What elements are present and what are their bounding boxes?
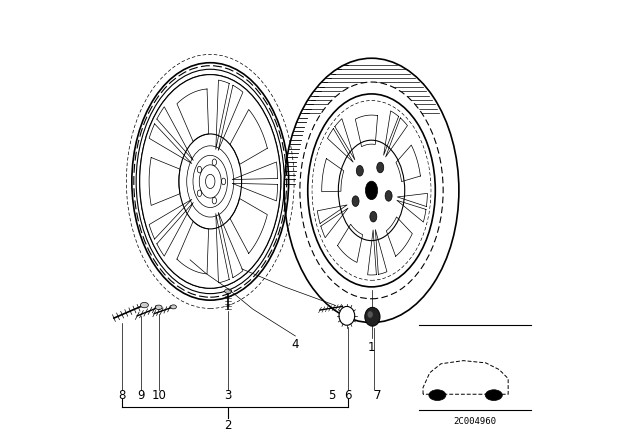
Polygon shape (328, 129, 353, 162)
Ellipse shape (300, 82, 443, 299)
Polygon shape (149, 199, 192, 239)
Ellipse shape (140, 302, 148, 308)
Text: 3: 3 (225, 388, 232, 402)
Polygon shape (367, 230, 376, 275)
Text: 8: 8 (118, 388, 125, 402)
Ellipse shape (140, 74, 281, 289)
Polygon shape (218, 85, 243, 151)
Ellipse shape (352, 196, 359, 207)
Polygon shape (335, 119, 355, 160)
Ellipse shape (339, 306, 355, 325)
Ellipse shape (171, 305, 177, 309)
Ellipse shape (485, 390, 502, 401)
Ellipse shape (429, 390, 446, 401)
Text: 10: 10 (151, 388, 166, 402)
Ellipse shape (313, 101, 430, 280)
Polygon shape (386, 118, 408, 157)
Text: 2: 2 (225, 419, 232, 432)
Ellipse shape (385, 190, 392, 201)
Polygon shape (149, 124, 192, 164)
Ellipse shape (156, 305, 162, 310)
Ellipse shape (367, 311, 373, 318)
Polygon shape (216, 80, 229, 149)
Polygon shape (232, 162, 278, 180)
Ellipse shape (377, 162, 384, 173)
Polygon shape (218, 212, 243, 278)
Text: 4: 4 (292, 338, 299, 352)
Text: 7: 7 (374, 388, 382, 402)
Polygon shape (321, 208, 348, 238)
Polygon shape (232, 183, 278, 201)
Text: 2C004960: 2C004960 (453, 417, 496, 426)
Polygon shape (157, 202, 193, 256)
Text: 5: 5 (328, 388, 336, 402)
Polygon shape (317, 205, 347, 224)
Polygon shape (397, 194, 428, 207)
Polygon shape (397, 200, 426, 222)
Text: 6: 6 (344, 388, 352, 402)
Ellipse shape (356, 165, 364, 176)
Ellipse shape (365, 181, 378, 200)
Ellipse shape (225, 289, 232, 293)
Polygon shape (157, 107, 193, 160)
Polygon shape (216, 214, 229, 283)
Polygon shape (376, 230, 387, 274)
Polygon shape (383, 111, 399, 155)
Ellipse shape (370, 211, 377, 222)
Text: 1: 1 (368, 340, 375, 354)
Ellipse shape (365, 307, 380, 326)
Text: 9: 9 (137, 388, 145, 402)
